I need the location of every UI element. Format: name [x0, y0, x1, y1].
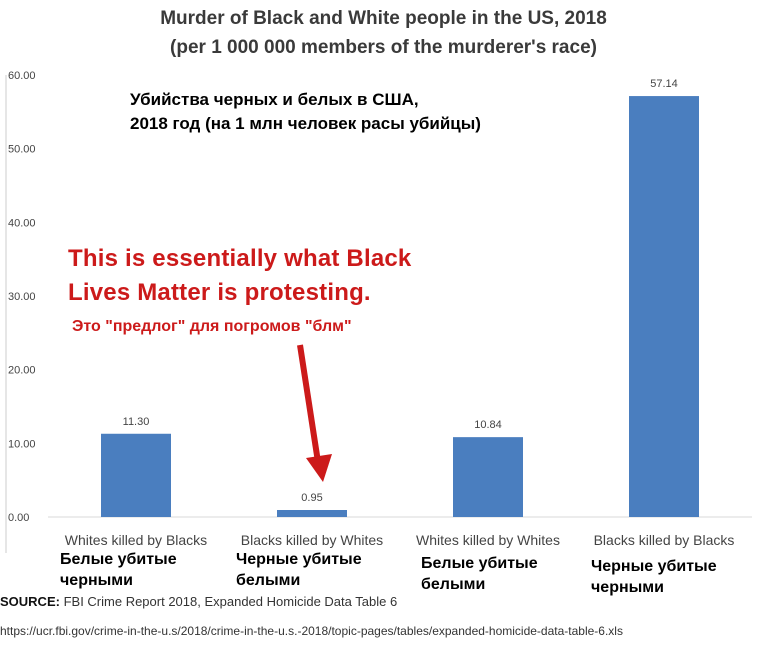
russian-category-4-line-1: Черные убитые — [591, 558, 717, 575]
source-url: https://ucr.fbi.gov/crime-in-the-u.s/201… — [0, 624, 623, 638]
y-tick-label: 60.00 — [8, 70, 36, 82]
red-arrow-shaft — [297, 344, 321, 463]
russian-title-line-1: Убийства черных и белых в США, — [130, 90, 419, 109]
x-tick-label: Whites killed by Whites — [416, 532, 560, 548]
y-tick-label: 30.00 — [8, 291, 36, 303]
bar-value-label: 10.84 — [474, 419, 502, 431]
russian-title-line-2: 2018 год (на 1 млн человек расы убийцы) — [130, 114, 481, 133]
source-note: SOURCE: FBI Crime Report 2018, Expanded … — [0, 594, 397, 609]
russian-category-4: Черные убитые черными — [591, 556, 717, 598]
russian-category-1: Белые убитые черными — [60, 549, 177, 591]
x-tick-label: Blacks killed by Whites — [241, 532, 383, 548]
protest-annotation: This is essentially what Black Lives Mat… — [68, 242, 411, 310]
bar-value-label: 0.95 — [301, 492, 322, 504]
y-tick-label: 10.00 — [8, 438, 36, 450]
bar-value-label: 11.30 — [123, 416, 150, 428]
source-label: SOURCE: — [0, 594, 60, 609]
russian-title: Убийства черных и белых в США, 2018 год … — [130, 88, 481, 136]
russian-annotation: Это "предлог" для погромов "блм" — [72, 318, 352, 335]
red-arrow-head — [306, 454, 332, 482]
bar-chart: 0.00 10.00 20.00 30.00 40.00 50.00 60.00 11.30 W… — [5, 70, 752, 553]
source-text: FBI Crime Report 2018, Expanded Homicide… — [63, 594, 398, 609]
y-tick-label: 20.00 — [8, 365, 36, 377]
y-tick-label: 50.00 — [8, 144, 36, 156]
russian-category-4-line-2: черными — [591, 579, 664, 596]
protest-annotation-line-1: This is essentially what Black — [68, 245, 412, 272]
russian-category-2: Черные убитые белыми — [236, 549, 362, 591]
bar — [277, 510, 347, 517]
russian-category-1-line-1: Белые убитые — [60, 551, 177, 568]
chart-title: Murder of Black and White people in the … — [160, 8, 607, 29]
x-tick-label: Blacks killed by Blacks — [594, 532, 735, 548]
bar-value-label: 57.14 — [650, 78, 678, 90]
protest-annotation-line-2: Lives Matter is protesting. — [68, 279, 371, 306]
bar — [453, 437, 523, 517]
y-tick-label: 40.00 — [8, 217, 36, 229]
russian-category-2-line-2: белыми — [236, 572, 301, 589]
russian-category-3: Белые убитые белыми — [421, 553, 538, 595]
y-tick-label: 0.00 — [8, 512, 29, 524]
russian-category-1-line-2: черными — [60, 572, 133, 589]
x-tick-label: Whites killed by Blacks — [65, 532, 207, 548]
russian-category-3-line-1: Белые убитые — [421, 555, 538, 572]
chart-subtitle: (per 1 000 000 members of the murderer's… — [170, 37, 597, 58]
russian-category-3-line-2: белыми — [421, 576, 486, 593]
russian-category-2-line-1: Черные убитые — [236, 551, 362, 568]
bar — [101, 433, 171, 517]
bar — [629, 96, 699, 517]
